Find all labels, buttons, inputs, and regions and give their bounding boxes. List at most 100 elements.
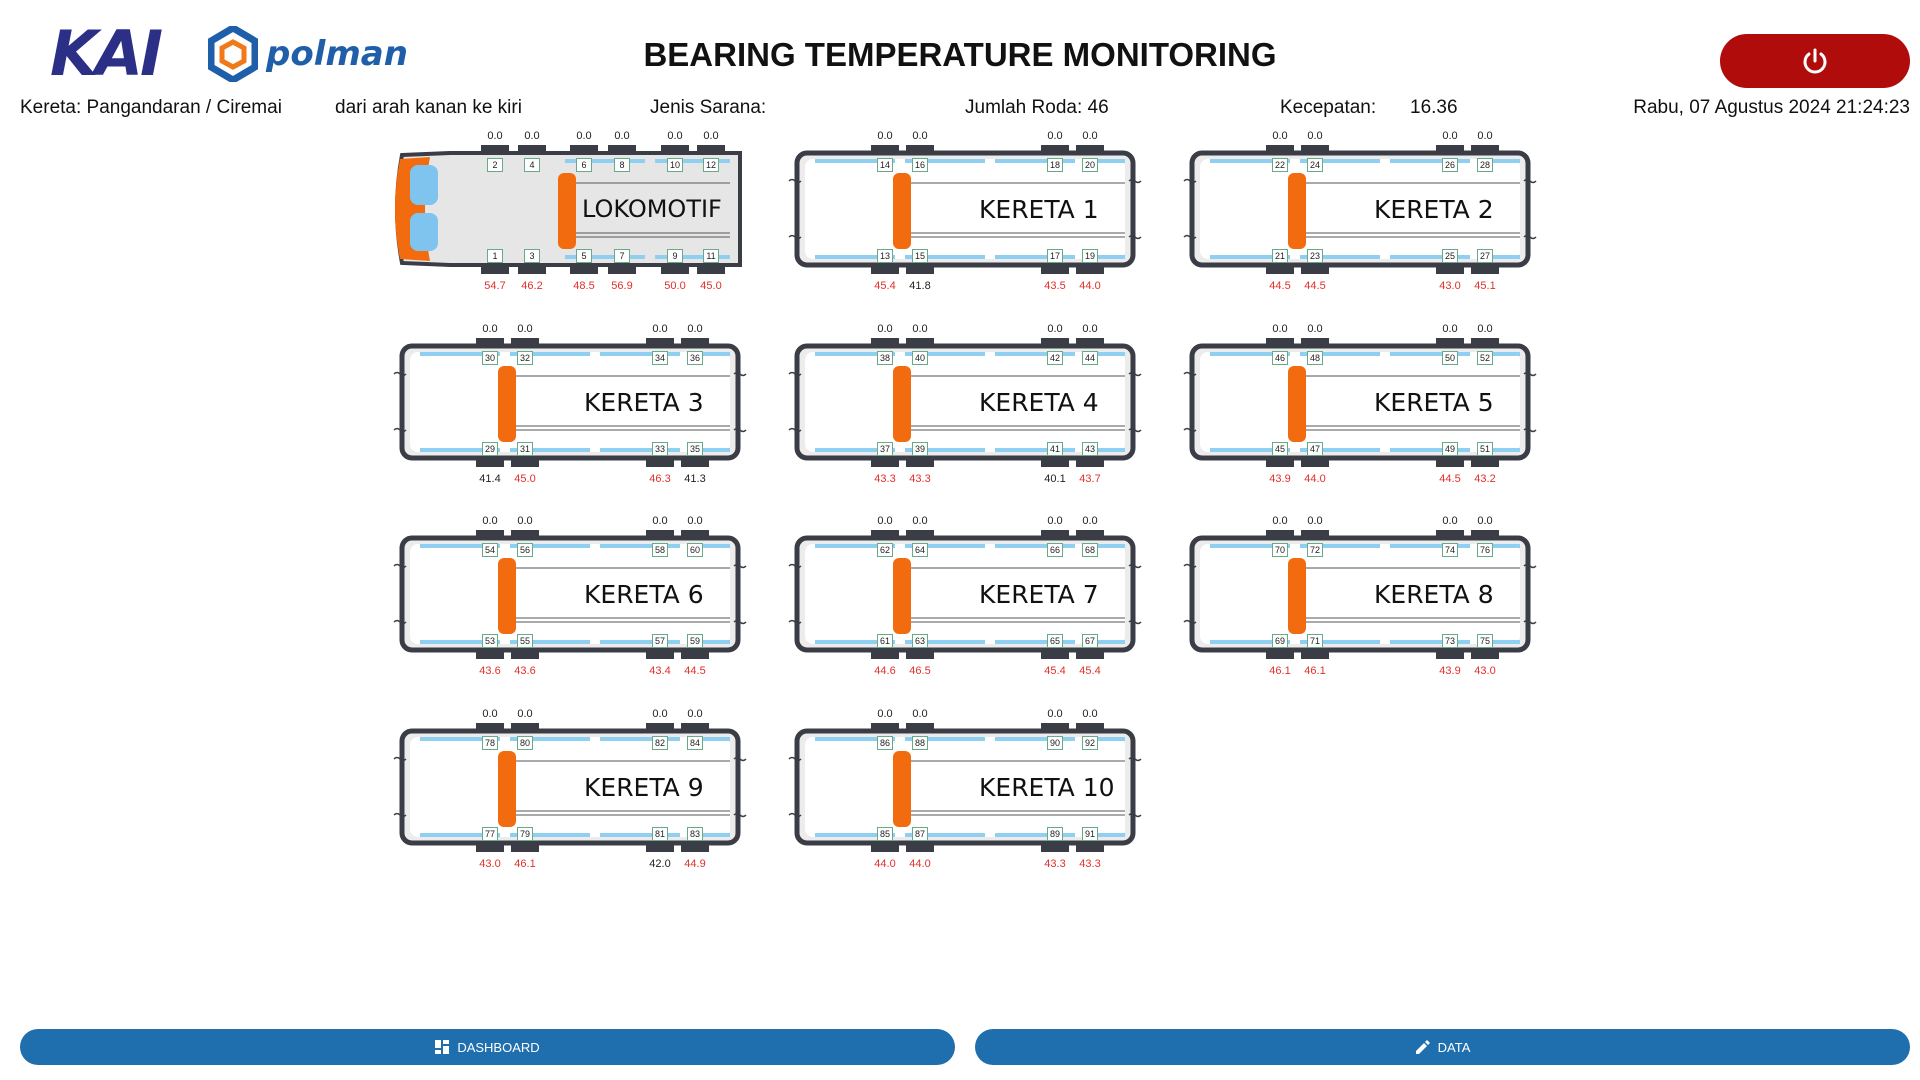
car-name-label: KERETA 2 bbox=[1374, 195, 1494, 224]
bearing-temp-bottom: 40.1 bbox=[1044, 473, 1066, 485]
bearing-temp-top: 0.0 bbox=[1307, 130, 1323, 142]
bearing-temp-top: 0.0 bbox=[1477, 323, 1493, 335]
bearing-number-top: 86 bbox=[877, 736, 893, 750]
bearing-number-bottom: 5 bbox=[576, 249, 592, 263]
car-body-graphic bbox=[1183, 530, 1537, 659]
bearing-number-bottom: 51 bbox=[1477, 442, 1493, 456]
bearing-temp-bottom: 43.9 bbox=[1269, 473, 1291, 485]
bearing-temp-bottom: 44.0 bbox=[1304, 473, 1326, 485]
bearing-temp-bottom: 44.6 bbox=[874, 665, 896, 677]
bearing-number-bottom: 13 bbox=[877, 249, 893, 263]
bearing-temp-bottom: 41.4 bbox=[479, 473, 501, 485]
data-label: DATA bbox=[1437, 1039, 1471, 1055]
pencil-icon bbox=[1415, 1039, 1430, 1054]
direction-text: dari arah kanan ke kiri bbox=[335, 97, 522, 118]
polman-logo-text: polman bbox=[266, 34, 408, 74]
bearing-number-top: 18 bbox=[1047, 158, 1063, 172]
bearing-number-top: 78 bbox=[482, 736, 498, 750]
bearing-number-bottom: 79 bbox=[517, 827, 533, 841]
bearing-number-bottom: 91 bbox=[1082, 827, 1098, 841]
data-button[interactable]: DATA bbox=[975, 1029, 1910, 1065]
bearing-number-bottom: 19 bbox=[1082, 249, 1098, 263]
jenis-sarana-label: Jenis Sarana: bbox=[650, 97, 767, 118]
car-body-graphic bbox=[788, 145, 1142, 274]
power-button[interactable] bbox=[1720, 34, 1910, 88]
train-name: Kereta: Pangandaran / Ciremai bbox=[20, 97, 282, 118]
dashboard-button[interactable]: DASHBOARD bbox=[20, 1029, 955, 1065]
car-name-label: KERETA 7 bbox=[979, 580, 1099, 609]
bearing-number-top: 6 bbox=[576, 158, 592, 172]
bearing-number-bottom: 49 bbox=[1442, 442, 1458, 456]
bearing-number-bottom: 59 bbox=[687, 634, 703, 648]
bearing-number-top: 16 bbox=[912, 158, 928, 172]
bearing-number-bottom: 87 bbox=[912, 827, 928, 841]
bearing-temp-bottom: 41.3 bbox=[684, 473, 706, 485]
bearing-temp-bottom: 45.0 bbox=[514, 473, 536, 485]
car-diagram: KERETA 6 0.0 54 53 43.6 0.0 56 55 43.6 0.0 58 57 43.… bbox=[390, 510, 750, 680]
bearing-temp-bottom: 46.3 bbox=[649, 473, 671, 485]
bearing-number-bottom: 81 bbox=[652, 827, 668, 841]
bearing-temp-top: 0.0 bbox=[1082, 130, 1098, 142]
bearing-temp-bottom: 46.5 bbox=[909, 665, 931, 677]
bearing-number-top: 22 bbox=[1272, 158, 1288, 172]
car-name-label: KERETA 4 bbox=[979, 388, 1099, 417]
bearing-temp-top: 0.0 bbox=[1047, 130, 1063, 142]
bearing-temp-top: 0.0 bbox=[517, 515, 533, 527]
bearing-temp-top: 0.0 bbox=[1082, 515, 1098, 527]
bearing-number-bottom: 65 bbox=[1047, 634, 1063, 648]
bearing-temp-top: 0.0 bbox=[1047, 708, 1063, 720]
bearing-number-top: 84 bbox=[687, 736, 703, 750]
jumlah-roda: Jumlah Roda: 46 bbox=[965, 97, 1109, 118]
bearing-temp-top: 0.0 bbox=[912, 515, 928, 527]
bearing-temp-top: 0.0 bbox=[1082, 708, 1098, 720]
bearing-number-bottom: 45 bbox=[1272, 442, 1288, 456]
bearing-number-top: 40 bbox=[912, 351, 928, 365]
bearing-number-top: 12 bbox=[703, 158, 719, 172]
car-name-label: KERETA 10 bbox=[979, 773, 1115, 802]
bearing-number-bottom: 55 bbox=[517, 634, 533, 648]
bearing-number-bottom: 29 bbox=[482, 442, 498, 456]
bearing-number-bottom: 17 bbox=[1047, 249, 1063, 263]
bearing-number-bottom: 53 bbox=[482, 634, 498, 648]
bearing-temp-top: 0.0 bbox=[482, 708, 498, 720]
bearing-temp-top: 0.0 bbox=[877, 323, 893, 335]
bearing-number-bottom: 61 bbox=[877, 634, 893, 648]
bearing-temp-bottom: 50.0 bbox=[664, 280, 686, 292]
bearing-temp-bottom: 43.3 bbox=[1079, 858, 1101, 870]
car-body-graphic bbox=[1183, 145, 1537, 274]
bearing-temp-bottom: 45.4 bbox=[1079, 665, 1101, 677]
bearing-number-top: 50 bbox=[1442, 351, 1458, 365]
bearing-temp-bottom: 43.3 bbox=[909, 473, 931, 485]
dashboard-label: DASHBOARD bbox=[457, 1039, 540, 1055]
bearing-temp-bottom: 46.1 bbox=[514, 858, 536, 870]
bearing-number-bottom: 9 bbox=[667, 249, 683, 263]
bearing-temp-top: 0.0 bbox=[1477, 130, 1493, 142]
bearing-number-top: 80 bbox=[517, 736, 533, 750]
bearing-number-top: 60 bbox=[687, 543, 703, 557]
bearing-temp-bottom: 56.9 bbox=[611, 280, 633, 292]
bearing-number-bottom: 7 bbox=[614, 249, 630, 263]
bearing-temp-top: 0.0 bbox=[687, 323, 703, 335]
bearing-number-bottom: 31 bbox=[517, 442, 533, 456]
car-body-graphic bbox=[393, 530, 747, 659]
bearing-temp-top: 0.0 bbox=[1047, 515, 1063, 527]
bearing-temp-top: 0.0 bbox=[487, 130, 503, 142]
bearing-number-bottom: 3 bbox=[524, 249, 540, 263]
datetime: Rabu, 07 Agustus 2024 21:24:23 bbox=[1633, 97, 1910, 118]
bearing-number-bottom: 43 bbox=[1082, 442, 1098, 456]
bearing-number-top: 48 bbox=[1307, 351, 1323, 365]
bearing-temp-top: 0.0 bbox=[1307, 323, 1323, 335]
bearing-number-bottom: 25 bbox=[1442, 249, 1458, 263]
bearing-number-top: 14 bbox=[877, 158, 893, 172]
bearing-number-bottom: 23 bbox=[1307, 249, 1323, 263]
bearing-number-top: 32 bbox=[517, 351, 533, 365]
bearing-number-top: 54 bbox=[482, 543, 498, 557]
bearing-temp-top: 0.0 bbox=[667, 130, 683, 142]
bearing-temp-top: 0.0 bbox=[877, 515, 893, 527]
bearing-temp-bottom: 46.2 bbox=[521, 280, 543, 292]
bearing-number-bottom: 71 bbox=[1307, 634, 1323, 648]
bearing-temp-top: 0.0 bbox=[1272, 323, 1288, 335]
bearing-temp-bottom: 44.0 bbox=[909, 858, 931, 870]
bearing-temp-bottom: 43.6 bbox=[479, 665, 501, 677]
bearing-temp-bottom: 45.1 bbox=[1474, 280, 1496, 292]
